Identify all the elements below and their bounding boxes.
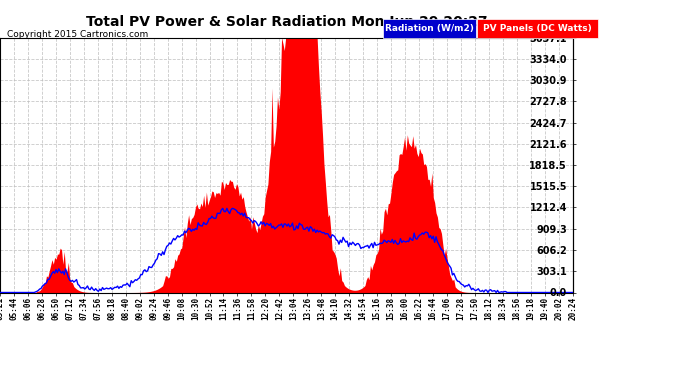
Bar — [383, 20, 476, 38]
Text: Total PV Power & Solar Radiation Mon Jun 29 20:27: Total PV Power & Solar Radiation Mon Jun… — [86, 15, 487, 29]
Text: PV Panels (DC Watts): PV Panels (DC Watts) — [484, 24, 592, 33]
Text: Radiation (W/m2): Radiation (W/m2) — [385, 24, 474, 33]
Text: Copyright 2015 Cartronics.com: Copyright 2015 Cartronics.com — [7, 30, 148, 39]
Bar — [477, 20, 598, 38]
